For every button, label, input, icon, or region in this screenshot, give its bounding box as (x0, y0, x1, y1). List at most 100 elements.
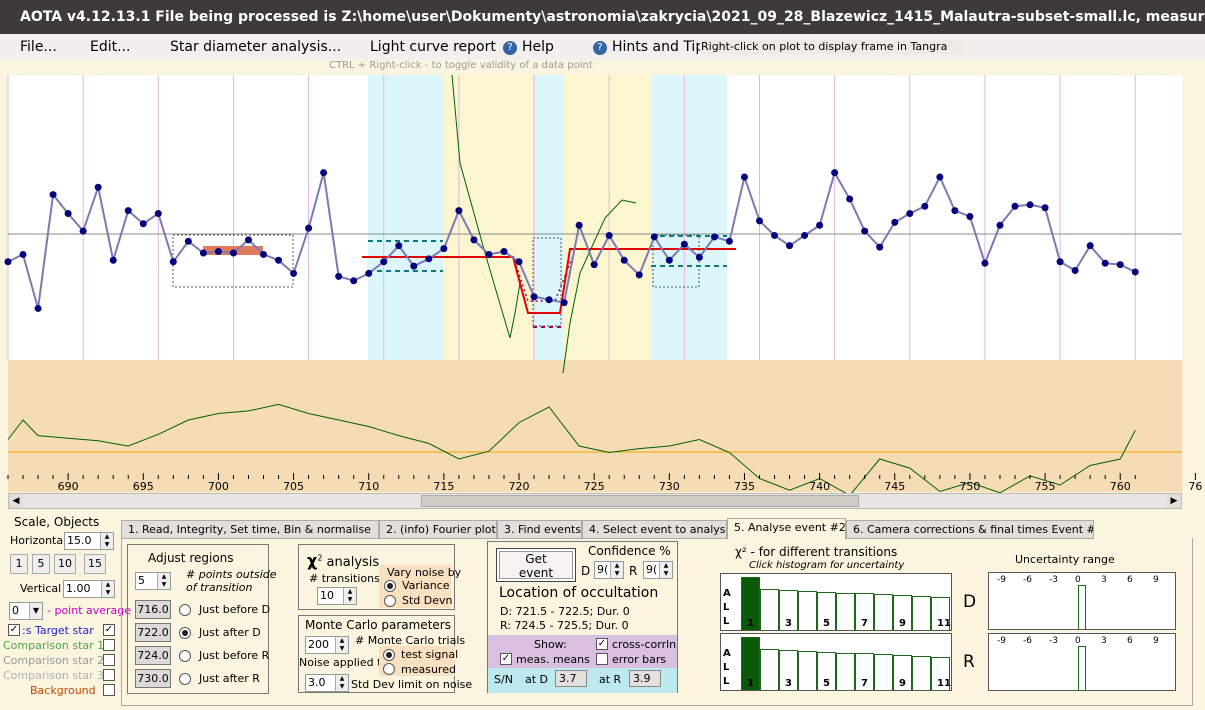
point-average-select[interactable]: 0 ▼ (9, 602, 43, 620)
tab-read-integrity[interactable]: 1. Read, Integrity, Set time, Bin & norm… (121, 520, 379, 539)
error-bars-checkbox[interactable] (596, 653, 608, 665)
histogram-bar[interactable] (817, 652, 836, 690)
histogram-bar[interactable] (874, 654, 893, 690)
just-before-d-radio[interactable] (179, 604, 191, 616)
scroll-right-icon[interactable]: ▶ (1167, 494, 1181, 508)
chi-histogram-d[interactable]: A L L 1 3 5 7 9 11 (720, 573, 952, 631)
confidence-r-spinner[interactable]: 9(▲ ▼ (643, 561, 673, 579)
transitions-spinner[interactable]: 10 ▲ ▼ (317, 587, 357, 605)
data-point (470, 236, 478, 244)
spinner-arrows-icon[interactable]: ▲ ▼ (101, 581, 114, 597)
comparison-star-3-checkbox[interactable] (103, 669, 115, 681)
scale-10-button[interactable]: 10 (54, 554, 76, 574)
get-event-button[interactable]: Get event (496, 548, 576, 582)
scroll-thumb[interactable] (421, 495, 859, 507)
histogram-bar[interactable] (779, 590, 798, 630)
chi-histogram-r[interactable]: A L L 1 3 5 7 9 11 (720, 633, 952, 691)
just-before-r-radio[interactable] (179, 650, 191, 662)
menu-star-diameter[interactable]: Star diameter analysis... (170, 39, 342, 55)
histogram-bar[interactable] (912, 656, 931, 690)
chi-analysis-title: χ2 analysis (307, 551, 380, 570)
horizontal-scale-spinner[interactable]: 15.0 ▲ ▼ (64, 532, 114, 550)
std-devn-radio[interactable] (384, 595, 396, 607)
std-devn-label: Std Devn (402, 594, 453, 607)
uncertainty-tick-label: 0 (1075, 575, 1081, 585)
cross-corrln-checkbox[interactable]: ✓ (596, 638, 608, 650)
std-dev-limit-spinner[interactable]: 3.0 ▲ ▼ (305, 674, 349, 692)
light-curve-plot[interactable]: 690 695 700 705 710 715 720 725 730 735 740 745 750 7… (0, 73, 1205, 493)
histogram-bar[interactable] (874, 594, 893, 630)
histogram-bar[interactable] (817, 592, 836, 630)
scroll-left-icon[interactable]: ◀ (9, 494, 23, 508)
cross-corrln-label: cross-corrln (612, 638, 677, 651)
variance-radio[interactable] (384, 580, 396, 592)
histogram-bar[interactable] (931, 657, 950, 690)
histogram-bar[interactable] (836, 593, 855, 630)
histogram-bar[interactable] (931, 597, 950, 630)
location-d: D: 721.5 - 722.5; Dur. 0 (500, 605, 630, 618)
spinner-arrows-icon[interactable]: ▲ ▼ (335, 675, 348, 691)
scale-15-button[interactable]: 15 (84, 554, 106, 574)
confidence-d-spinner[interactable]: 9(▲ ▼ (594, 561, 624, 579)
test-signal-radio[interactable] (383, 649, 395, 661)
just-after-r-value[interactable]: 730.0 (135, 669, 171, 688)
spinner-arrows-icon[interactable]: ▲ ▼ (659, 562, 672, 578)
just-before-d-value[interactable]: 716.0 (135, 600, 171, 619)
spinner-arrows-icon[interactable]: ▲ ▼ (610, 562, 623, 578)
tab-select-event[interactable]: 4. Select event to analyse (582, 520, 727, 539)
histogram-bar[interactable] (855, 653, 874, 690)
comparison-star-2-checkbox[interactable] (103, 654, 115, 666)
histogram-bar[interactable] (741, 637, 760, 690)
horizontal-scrollbar[interactable]: ◀ ▶ (8, 493, 1182, 509)
just-before-r-value[interactable]: 724.0 (135, 646, 171, 665)
tab-fourier-plot[interactable]: 2. (info) Fourier plot (379, 520, 497, 539)
menu-hints[interactable]: ? Hints and Tips (593, 39, 712, 55)
histogram-bar[interactable] (912, 596, 931, 630)
background-checkbox[interactable] (103, 684, 115, 696)
menu-help[interactable]: ? Help (503, 39, 554, 55)
spinner-arrows-icon[interactable]: ▲ ▼ (100, 533, 113, 549)
histogram-bar[interactable] (779, 650, 798, 690)
histogram-bar[interactable] (741, 577, 760, 630)
data-point (425, 255, 433, 263)
target-star-plot-checkbox[interactable]: ✓ (103, 624, 115, 636)
uncertainty-tick-label: -6 (1023, 636, 1032, 646)
confidence-r-label: R (629, 564, 638, 578)
histogram-tick-label: 11 (937, 618, 951, 629)
monte-carlo-trials-spinner[interactable]: 200 ▲ ▼ (305, 636, 349, 654)
histogram-bar[interactable] (836, 653, 855, 690)
histogram-bar[interactable] (760, 589, 779, 630)
just-after-d-value[interactable]: 722.0 (135, 623, 171, 642)
histogram-bar[interactable] (893, 655, 912, 690)
histogram-bar[interactable] (893, 595, 912, 630)
histogram-bar[interactable] (760, 649, 779, 690)
x-tick-label: 76 (1188, 480, 1202, 493)
just-after-d-radio[interactable] (179, 627, 191, 639)
menu-edit[interactable]: Edit... (90, 39, 131, 55)
spinner-arrows-icon[interactable]: ▲ ▼ (343, 588, 356, 604)
comparison-star-1-checkbox[interactable] (103, 639, 115, 651)
target-star-checkbox[interactable]: ✓ (8, 624, 20, 636)
vertical-scale-spinner[interactable]: 1.00 ▲ ▼ (63, 580, 115, 598)
scale-1-button[interactable]: 1 (10, 554, 28, 574)
measured-radio[interactable] (383, 663, 395, 675)
data-point (710, 233, 718, 241)
chevron-down-icon[interactable]: ▼ (29, 603, 42, 619)
data-point (936, 173, 944, 181)
menu-file[interactable]: File... (20, 39, 57, 55)
menu-light-curve-report[interactable]: Light curve report (370, 39, 496, 55)
data-point (440, 245, 448, 253)
histogram-bar[interactable] (855, 593, 874, 630)
tab-camera-corrections[interactable]: 6. Camera corrections & final times Even… (846, 520, 1094, 539)
tab-find-events[interactable]: 3. Find events (497, 520, 582, 539)
histogram-bar[interactable] (798, 591, 817, 630)
spinner-arrows-icon[interactable]: ▲ ▼ (157, 573, 170, 589)
points-outside-spinner[interactable]: 5 ▲ ▼ (135, 572, 171, 590)
data-point (575, 221, 583, 229)
meas-means-checkbox[interactable]: ✓ (500, 653, 512, 665)
histogram-bar[interactable] (798, 651, 817, 690)
spinner-arrows-icon[interactable]: ▲ ▼ (335, 637, 348, 653)
scale-5-button[interactable]: 5 (32, 554, 50, 574)
just-after-r-radio[interactable] (179, 673, 191, 685)
tab-analyse-event[interactable]: 5. Analyse event #2 (727, 518, 846, 539)
